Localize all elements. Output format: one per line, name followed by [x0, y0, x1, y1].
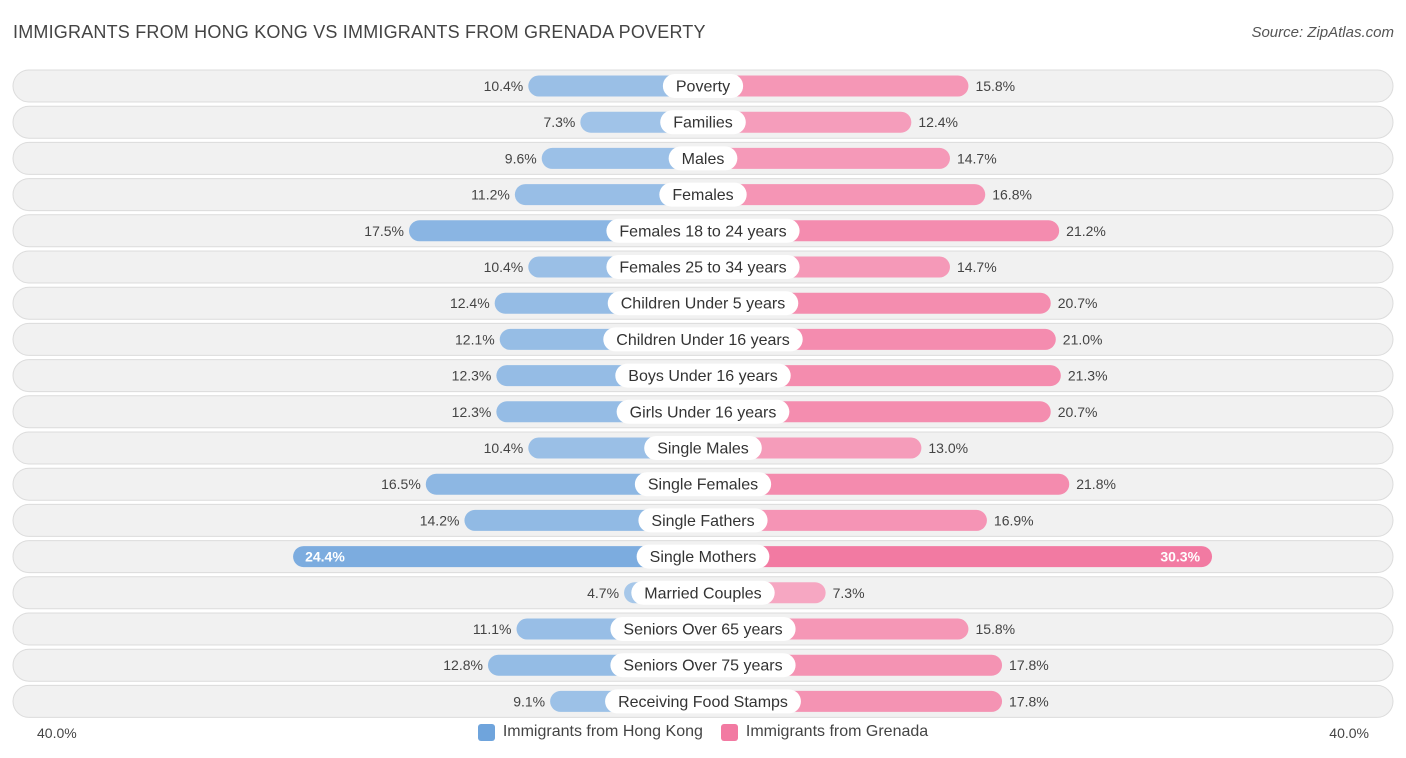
value-label-grenada: 14.7%	[957, 259, 997, 275]
axis-left-label: 40.0%	[37, 725, 77, 741]
category-pill	[610, 617, 796, 641]
value-label-hong-kong: 9.1%	[513, 693, 545, 709]
category-label: Males	[682, 151, 725, 168]
category-pill	[668, 146, 738, 171]
value-label-hong-kong: 12.3%	[452, 404, 492, 420]
value-label-hong-kong: 17.5%	[364, 223, 404, 239]
legend-label-hong-kong: Immigrants from Hong Kong	[502, 723, 703, 740]
category-label: Children Under 16 years	[616, 332, 789, 349]
value-label-grenada: 16.9%	[994, 512, 1034, 528]
value-label-hong-kong: 7.3%	[543, 114, 575, 130]
value-label-hong-kong: 9.6%	[505, 150, 537, 166]
value-label-hong-kong: 14.2%	[420, 512, 460, 528]
value-label-grenada: 13.0%	[928, 440, 968, 456]
category-pill	[615, 363, 791, 388]
legend-swatch-hong-kong	[477, 723, 495, 741]
value-label-grenada: 12.4%	[918, 114, 958, 130]
value-label-grenada: 21.8%	[1076, 476, 1116, 492]
value-label-grenada: 15.8%	[975, 78, 1015, 94]
value-label-grenada: 20.7%	[1058, 295, 1098, 311]
category-label: Families	[673, 115, 733, 132]
category-label: Seniors Over 75 years	[623, 658, 782, 675]
category-label: Poverty	[676, 79, 730, 96]
value-label-grenada: 21.3%	[1068, 368, 1108, 384]
source-credit: Source: ZipAtlas.com	[1251, 24, 1394, 41]
category-label: Receiving Food Stamps	[618, 694, 788, 711]
category-pill	[607, 291, 799, 316]
value-label-hong-kong: 12.4%	[450, 295, 490, 311]
legend-label-grenada: Immigrants from Grenada	[745, 723, 929, 740]
bar-grenada	[693, 546, 1213, 568]
category-pill	[638, 508, 768, 533]
category-label: Females 18 to 24 years	[619, 223, 786, 240]
category-label: Boys Under 16 years	[628, 368, 777, 385]
value-label-hong-kong: 10.4%	[484, 78, 524, 94]
value-label-grenada: 15.8%	[975, 621, 1015, 637]
bar-grenada	[693, 184, 986, 206]
diverging-bar-chart: 10.4% 15.8% Poverty 7.3% 12.4% Families 9.6% 14…	[12, 69, 1394, 718]
value-label-grenada: 30.3%	[1160, 549, 1200, 565]
legend-item-grenada[interactable]: Immigrants from Grenada	[720, 723, 929, 741]
category-pill	[634, 472, 772, 497]
bar-grenada	[693, 509, 987, 531]
value-label-hong-kong: 12.3%	[452, 368, 492, 384]
category-label: Single Females	[648, 477, 758, 494]
bar-grenada	[693, 75, 969, 97]
category-label: Girls Under 16 years	[630, 404, 777, 421]
legend-item-hong-kong[interactable]: Immigrants from Hong Kong	[477, 723, 703, 741]
category-pill	[616, 399, 790, 424]
category-pill	[662, 74, 744, 98]
value-label-hong-kong: 11.1%	[473, 621, 512, 637]
category-pill	[610, 653, 796, 678]
bar-grenada	[693, 473, 1070, 495]
value-label-grenada: 7.3%	[833, 585, 865, 601]
category-pill	[606, 218, 800, 243]
category-pill	[603, 327, 803, 352]
category-pill	[659, 182, 747, 207]
category-pill	[660, 110, 746, 135]
category-pill	[644, 436, 762, 460]
category-label: Single Fathers	[651, 513, 754, 530]
value-label-grenada: 17.8%	[1009, 657, 1049, 673]
axis-right-label: 40.0%	[1329, 725, 1369, 741]
value-label-hong-kong: 10.4%	[484, 259, 524, 275]
value-label-hong-kong: 12.8%	[443, 657, 483, 673]
category-label: Females 25 to 34 years	[619, 260, 786, 277]
legend-swatch-grenada	[720, 723, 738, 741]
value-label-hong-kong: 16.5%	[381, 476, 421, 492]
bar-grenada	[693, 111, 912, 133]
value-label-grenada: 14.7%	[957, 150, 997, 166]
value-label-grenada: 16.8%	[992, 187, 1032, 203]
value-label-hong-kong: 24.4%	[305, 549, 345, 565]
value-label-grenada: 17.8%	[1009, 693, 1049, 709]
category-label: Single Mothers	[650, 549, 757, 566]
value-label-grenada: 21.2%	[1066, 223, 1106, 239]
bar-grenada	[693, 147, 950, 169]
category-pill	[605, 689, 801, 714]
category-label: Seniors Over 65 years	[623, 622, 782, 639]
category-pill	[606, 255, 800, 279]
value-label-hong-kong: 4.7%	[587, 585, 619, 601]
chart-title: IMMIGRANTS FROM HONG KONG VS IMMIGRANTS …	[13, 22, 706, 42]
category-label: Married Couples	[644, 585, 761, 602]
value-label-grenada: 20.7%	[1058, 404, 1098, 420]
value-label-hong-kong: 11.2%	[471, 187, 510, 203]
category-pill	[636, 544, 770, 569]
category-label: Children Under 5 years	[621, 296, 786, 313]
category-pill	[631, 580, 775, 605]
category-label: Females	[672, 187, 733, 204]
value-label-hong-kong: 10.4%	[484, 440, 524, 456]
bar-hong-kong	[293, 546, 713, 568]
category-label: Single Males	[657, 441, 749, 458]
legend: Immigrants from Hong Kong Immigrants fro…	[0, 723, 1406, 741]
value-label-grenada: 21.0%	[1063, 331, 1103, 347]
value-label-hong-kong: 12.1%	[455, 331, 495, 347]
